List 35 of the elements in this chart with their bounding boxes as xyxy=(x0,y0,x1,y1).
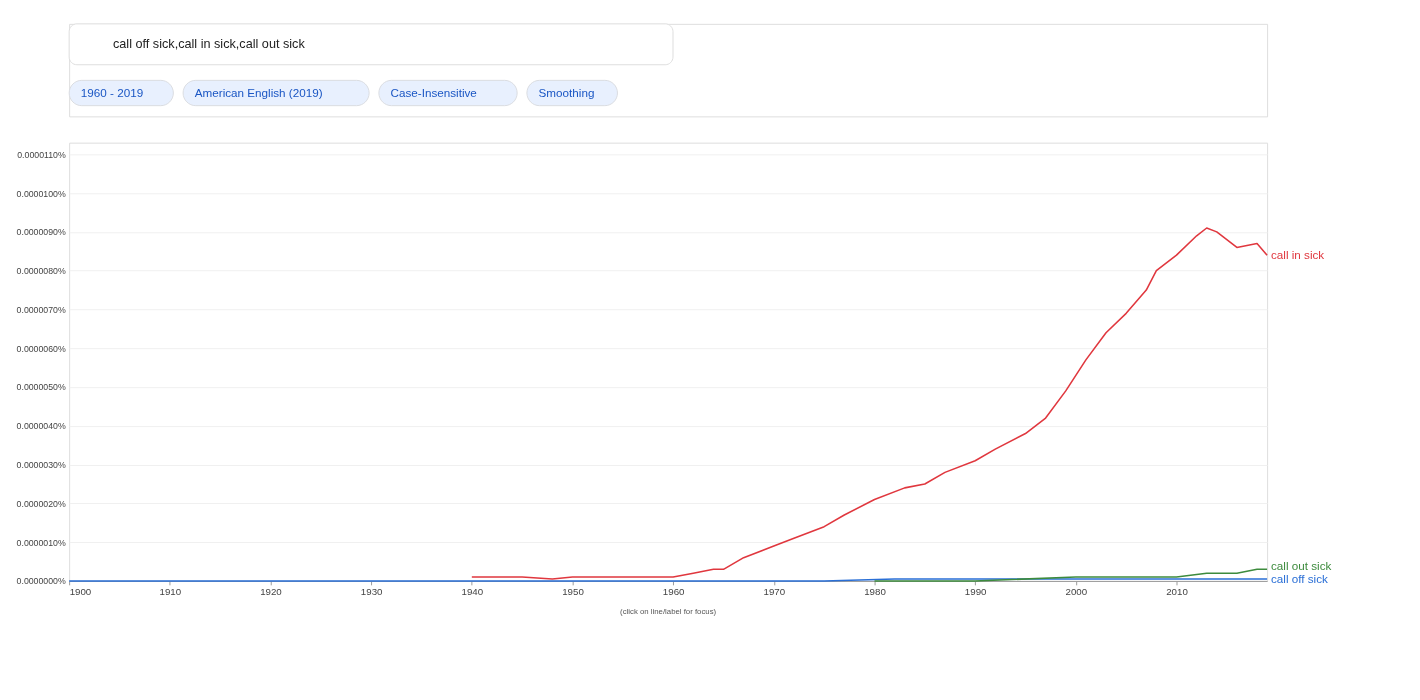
y-tick-label: 0.0000040% xyxy=(16,421,66,432)
text: American English (2019) xyxy=(194,85,323,99)
line-series xyxy=(873,568,1268,582)
y-tick-label: 0.0000070% xyxy=(16,304,66,315)
x-tick-label: 1940 xyxy=(461,586,484,598)
y-tick-label: 0.0000010% xyxy=(16,537,66,548)
x-tick-label: 1900 xyxy=(69,586,92,598)
x-tick-label: 1910 xyxy=(159,586,182,598)
text: 1960 - 2019 xyxy=(80,85,144,99)
x-tick-label: 1980 xyxy=(864,586,887,598)
series-label: call off sick xyxy=(1270,571,1329,585)
x-tick-label: 1930 xyxy=(360,586,384,598)
x-tick-label: 1950 xyxy=(562,586,585,598)
text: Smoothing xyxy=(538,85,595,99)
line-series xyxy=(471,227,1268,580)
y-tick-label: 0.0000110% xyxy=(17,149,66,160)
x-tick-label: 1970 xyxy=(763,586,786,598)
x-tick-label: 1990 xyxy=(964,586,988,598)
y-tick-label: 0.0000020% xyxy=(16,498,66,509)
y-tick-label: 0.0000060% xyxy=(16,343,66,354)
y-tick-label: 0.0000100% xyxy=(16,188,66,199)
x-tick-label: 2000 xyxy=(1065,586,1088,598)
y-tick-label: 0.0000000% xyxy=(16,576,66,587)
series-label: call out sick xyxy=(1270,559,1332,573)
x-tick-label: 2010 xyxy=(1166,586,1189,598)
chart-title: call off sick,call in sick,call out sick xyxy=(112,37,306,52)
series-label: call in sick xyxy=(1270,248,1325,262)
y-tick-label: 0.0000090% xyxy=(16,227,66,238)
text: (click on line/label for focus) xyxy=(620,607,717,617)
y-tick-label: 0.0000030% xyxy=(16,460,66,470)
y-tick-label: 0.0000050% xyxy=(16,382,66,393)
text: Case-Insensitive xyxy=(390,85,477,99)
x-tick-label: 1920 xyxy=(260,586,283,598)
x-tick-label: 1960 xyxy=(662,586,686,598)
y-tick-label: 0.0000080% xyxy=(16,266,66,277)
